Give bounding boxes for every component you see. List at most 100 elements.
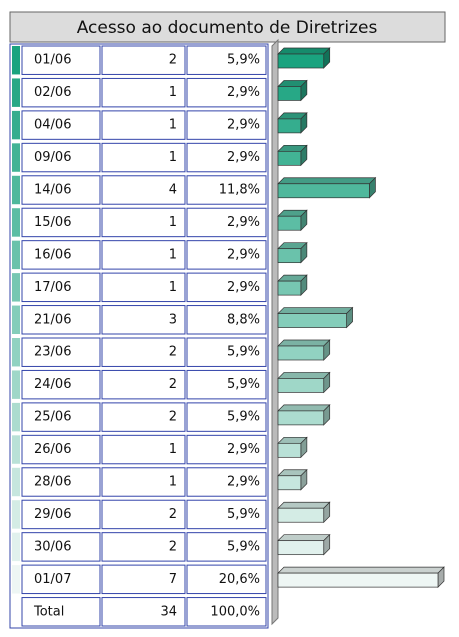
row-strip: [12, 402, 20, 432]
date-label: 16/06: [34, 247, 71, 262]
cell: [101, 175, 186, 205]
bar: [277, 572, 439, 588]
cell: [186, 467, 267, 497]
percent-label: 5,9%: [227, 345, 260, 360]
cell: [101, 305, 186, 335]
percent-label: 5,9%: [227, 539, 260, 554]
date-label: 01/06: [34, 53, 71, 68]
bar: [277, 53, 325, 69]
count-label: 4: [169, 183, 177, 198]
percent-label: 2,9%: [227, 150, 260, 165]
percent-label: 8,8%: [227, 312, 260, 327]
count-label: 1: [169, 150, 177, 165]
percent-label: 2,9%: [227, 247, 260, 262]
bar: [277, 475, 302, 491]
row-strip: [12, 46, 20, 75]
cell: [21, 305, 101, 335]
cell: [21, 272, 101, 303]
row-strip: [12, 565, 20, 594]
bar: [277, 313, 347, 328]
bar-top: [277, 177, 377, 185]
count-label: 2: [169, 539, 177, 554]
cell: [101, 564, 186, 595]
cell: [101, 240, 186, 270]
cell: [186, 499, 267, 530]
cell: [21, 434, 101, 465]
count-label: 2: [169, 345, 177, 360]
count-label: 1: [169, 118, 177, 133]
cell: [101, 110, 186, 140]
row-strip: [12, 143, 20, 172]
row-strip: [12, 370, 20, 399]
count-label: 3: [169, 312, 177, 327]
date-label: 29/06: [34, 507, 71, 522]
cell: [186, 142, 267, 173]
cell: [186, 369, 267, 400]
bar-top: [277, 534, 331, 542]
row-strip: [12, 273, 20, 302]
bar: [277, 248, 302, 264]
count-label: 1: [169, 85, 177, 100]
cell: [21, 369, 101, 400]
bar: [277, 150, 302, 166]
percent-label: 20,6%: [219, 572, 260, 587]
row-strip: [12, 435, 20, 464]
count-label: 2: [169, 507, 177, 522]
date-label: 23/06: [34, 345, 71, 360]
cell: [21, 77, 101, 108]
cell: [101, 434, 186, 465]
cell: [186, 337, 267, 367]
bar-top: [277, 47, 331, 55]
chart-wall: [271, 38, 279, 626]
count-label: 1: [169, 215, 177, 230]
percent-label: 2,9%: [227, 85, 260, 100]
bar: [277, 280, 302, 296]
date-label: 25/06: [34, 410, 71, 425]
count-label: 1: [169, 442, 177, 457]
cell: [21, 175, 101, 205]
row-strip: [12, 175, 20, 205]
cell: [101, 142, 186, 173]
bar: [277, 442, 302, 458]
bar-top: [277, 372, 331, 379]
count-label: 1: [169, 475, 177, 490]
cell: [186, 45, 267, 75]
date-label: 02/06: [34, 85, 71, 100]
cell: [186, 110, 267, 140]
cell: [21, 499, 101, 530]
count-label: 2: [169, 53, 177, 68]
bar: [277, 507, 325, 523]
cell: [101, 402, 186, 432]
cell: [186, 597, 267, 627]
cell: [186, 240, 267, 270]
bar: [277, 345, 325, 361]
cell: [101, 272, 186, 303]
cell: [186, 532, 267, 562]
percent-label: 2,9%: [227, 475, 260, 490]
count-label: 2: [169, 377, 177, 392]
date-label: 09/06: [34, 150, 71, 165]
date-label: 17/06: [34, 280, 71, 295]
bar: [277, 540, 325, 556]
title-bar: [9, 11, 446, 43]
row-strip: [12, 305, 20, 334]
count-label: 7: [169, 572, 177, 587]
cell: [101, 77, 186, 108]
percent-label: 5,9%: [227, 377, 260, 392]
bar: [277, 215, 302, 231]
date-label: 04/06: [34, 118, 71, 133]
cell: [101, 597, 186, 627]
bar: [277, 86, 302, 101]
date-label: Total: [33, 604, 64, 619]
date-label: 21/06: [34, 312, 71, 327]
cell: [101, 369, 186, 400]
cell: [101, 207, 186, 238]
cell: [101, 532, 186, 562]
cell: [186, 305, 267, 335]
row-strip: [12, 532, 20, 562]
percent-label: 2,9%: [227, 280, 260, 295]
percent-label: 11,8%: [219, 183, 260, 198]
percent-label: 100,0%: [210, 604, 260, 619]
date-label: 24/06: [34, 377, 71, 392]
